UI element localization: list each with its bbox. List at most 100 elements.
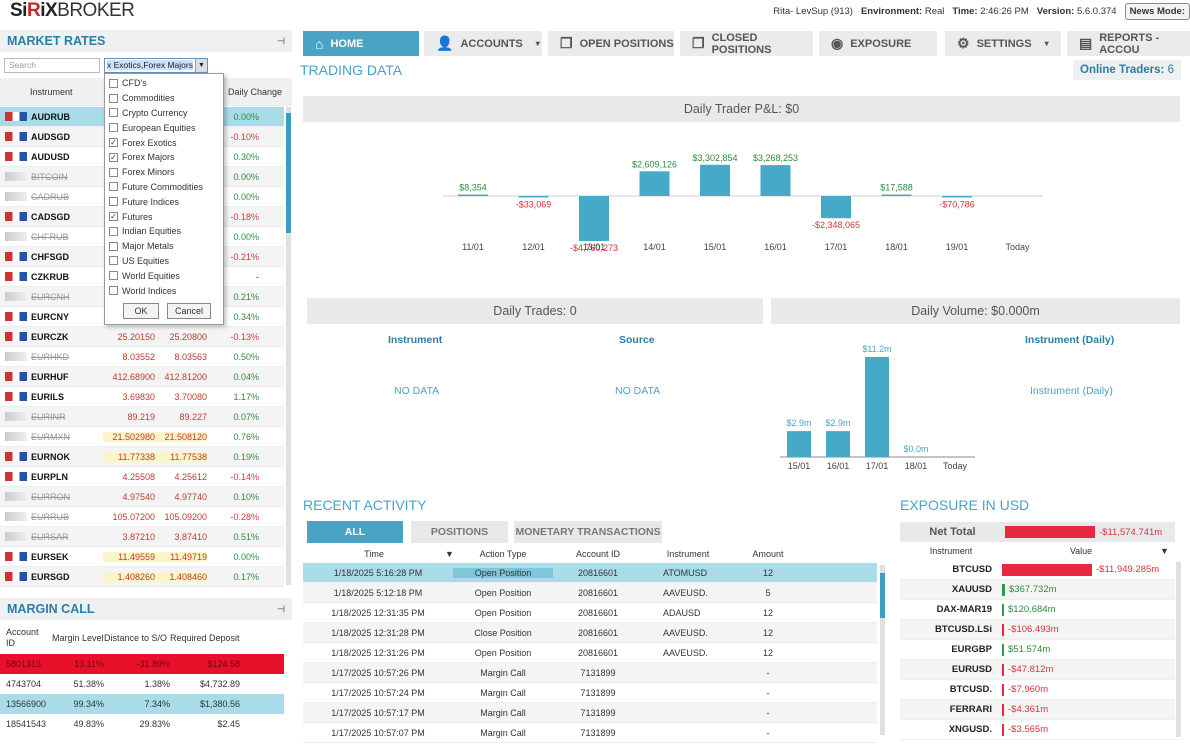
volume-bar[interactable]	[826, 431, 850, 457]
col-instrument[interactable]: Instrument	[30, 87, 73, 97]
market-row[interactable]: EURRON 4.97540 4.97740 0.10%	[0, 487, 284, 507]
ask-value[interactable]: 105.09200	[164, 511, 207, 522]
ask-value[interactable]: 11.49719	[155, 551, 207, 562]
chevron-down-icon[interactable]: ▼	[1160, 546, 1169, 556]
margin-call-row[interactable]: 13566900 99.34% 7.34% $1,380.56	[0, 694, 284, 714]
volume-bar[interactable]	[865, 357, 889, 457]
activity-row[interactable]: 1/18/2025 5:12:18 PM Open Position 2081660…	[303, 583, 877, 603]
market-row[interactable]: EURILS 3.69830 3.70080 1.17%	[0, 387, 284, 407]
dropdown-option[interactable]: Major Metals	[105, 239, 223, 254]
checkbox[interactable]	[109, 256, 118, 266]
margin-call-row[interactable]: 4743704 51.38% 1.38% $4,732.89	[0, 674, 284, 694]
bid-value[interactable]: 8.03552	[122, 351, 155, 362]
exposure-row[interactable]: XNGUSD. -$3.565m	[900, 720, 1175, 740]
pnl-bar[interactable]	[579, 196, 609, 241]
tab-all[interactable]: ALL	[307, 521, 403, 543]
bid-value[interactable]: 4.25508	[122, 471, 155, 482]
checkbox[interactable]	[109, 123, 118, 133]
activity-row[interactable]: 1/18/2025 5:16:28 PM Open Position 2081660…	[303, 563, 877, 583]
ask-value[interactable]: 3.70080	[174, 391, 207, 402]
market-row[interactable]: EURRUB 105.07200 105.09200 -0.28%	[0, 507, 284, 527]
tab-exposure[interactable]: ◉ EXPOSURE	[819, 31, 937, 56]
pnl-bar[interactable]	[760, 165, 791, 196]
chevron-down-icon[interactable]: ▾	[535, 39, 540, 48]
checkbox[interactable]: ✓	[109, 138, 118, 148]
activity-row[interactable]: 1/17/2025 10:57:24 PM Margin Call 7131899-	[303, 683, 877, 703]
pnl-bar[interactable]	[458, 194, 488, 197]
ask-value[interactable]: 21.508120	[155, 431, 207, 442]
exposure-row[interactable]: FERRARI -$4.361m	[900, 700, 1175, 720]
market-scrollbar[interactable]	[286, 107, 291, 585]
sort-down-icon[interactable]: ▼	[445, 548, 454, 559]
dropdown-option[interactable]: Future Indices	[105, 194, 223, 209]
dropdown-option[interactable]: ✓ Forex Majors	[109, 152, 175, 163]
dropdown-option[interactable]: Crypto Currency	[105, 106, 223, 121]
activity-row[interactable]: 1/17/2025 10:57:17 PM Margin Call 7131899-	[303, 703, 877, 723]
bid-value[interactable]: 89.219	[127, 411, 155, 422]
pnl-bar[interactable]	[881, 194, 912, 197]
tab-settings[interactable]: ⚙ SETTINGS ▾	[945, 31, 1061, 56]
exposure-row[interactable]: EURUSD -$47.812m	[900, 660, 1175, 680]
bid-value[interactable]: 4.97540	[122, 491, 155, 502]
tab-monetary-transactions[interactable]: MONETARY TRANSACTIONS	[514, 521, 662, 543]
dropdown-option[interactable]: World Equities	[105, 268, 223, 283]
pnl-bar[interactable]	[518, 196, 549, 198]
exposure-row[interactable]: DAX-MAR19 $120.684m	[900, 600, 1175, 620]
dropdown-option[interactable]: Forex Minors	[105, 165, 223, 180]
activity-row[interactable]: 1/18/2025 12:31:35 PM Open Position 208166…	[303, 603, 877, 623]
bid-value[interactable]: 11.49559	[103, 551, 155, 562]
ask-value[interactable]: 4.97740	[174, 491, 207, 502]
pnl-bar[interactable]	[700, 164, 730, 196]
exposure-row[interactable]: BTCUSD -$11,949.285m	[900, 560, 1175, 580]
chevron-down-icon[interactable]: ▾	[1044, 39, 1049, 48]
margin-call-row[interactable]: 5801313 13.11% -31.89% $124.58	[0, 654, 284, 674]
market-row[interactable]: EURSEK 11.49559 11.49719 0.00%	[0, 547, 284, 567]
checkbox[interactable]	[109, 286, 118, 296]
bid-value[interactable]: 21.502980	[103, 431, 155, 442]
margin-call-row[interactable]: 18541543 49.83% 29.83% $2.45	[0, 714, 284, 734]
market-row[interactable]: EURINR 89.219 89.227 0.07%	[0, 407, 284, 427]
market-row[interactable]: EURCZK 25.20150 25.20800 -0.13%	[0, 327, 284, 347]
dropdown-option[interactable]: Future Commodities	[105, 180, 223, 195]
market-row[interactable]: EURSAR 3.87210 3.87410 0.51%	[0, 527, 284, 547]
market-row[interactable]: EURPLN 4.25508 4.25612 -0.14%	[0, 467, 284, 487]
activity-row[interactable]: 1/18/2025 12:31:28 PM Close Position 20816…	[303, 623, 877, 643]
checkbox[interactable]	[109, 78, 118, 88]
dropdown-option[interactable]: European Equities	[105, 120, 223, 135]
ask-value[interactable]: 11.77538	[155, 451, 207, 462]
pin-icon[interactable]: ⊣	[277, 603, 285, 614]
tab-positions[interactable]: POSITIONS	[411, 521, 508, 543]
tab-closed-positions[interactable]: ❐ CLOSED POSITIONS	[680, 31, 813, 56]
tab-reports-accou[interactable]: ▤ REPORTS - ACCOU	[1067, 31, 1190, 56]
ask-value[interactable]: 8.03563	[174, 351, 207, 362]
tab-open-positions[interactable]: ❐ OPEN POSITIONS	[548, 31, 674, 56]
col-daily-change[interactable]: Daily Change	[228, 86, 283, 97]
checkbox[interactable]	[109, 271, 118, 281]
pnl-bar[interactable]	[639, 171, 670, 196]
market-row[interactable]: EURSGD 1.408260 1.408460 0.17%	[0, 567, 284, 587]
checkbox[interactable]	[109, 182, 118, 192]
exposure-row[interactable]: BTCUSD.LSi -$106.493m	[900, 620, 1175, 640]
bid-value[interactable]: 3.69830	[122, 391, 155, 402]
checkbox[interactable]	[109, 241, 118, 251]
exposure-row[interactable]: XAUUSD $367.732m	[900, 580, 1175, 600]
checkbox[interactable]	[109, 93, 118, 103]
exposure-row[interactable]: EURGBP $51.574m	[900, 640, 1175, 660]
volume-bar[interactable]	[787, 431, 811, 457]
tab-accounts[interactable]: 👤 ACCOUNTS ▾	[424, 31, 542, 56]
checkbox[interactable]	[109, 226, 118, 236]
bid-value[interactable]: 25.20150	[117, 331, 155, 342]
bid-value[interactable]: 105.07200	[112, 511, 155, 522]
search-input[interactable]: Search	[4, 58, 100, 73]
instrument-group-select[interactable]: x Exotics,Forex Majors ▼	[104, 58, 208, 73]
dropdown-option[interactable]: ✓ Futures	[109, 211, 153, 222]
ask-value[interactable]: 89.227	[179, 411, 207, 422]
news-mode-button[interactable]: News Mode:	[1124, 2, 1190, 20]
checkbox[interactable]	[109, 197, 118, 207]
dropdown-option[interactable]: Indian Equities	[105, 224, 223, 239]
activity-scrollbar[interactable]	[880, 565, 885, 735]
market-row[interactable]: EURHKD 8.03552 8.03563 0.50%	[0, 347, 284, 367]
exposure-row[interactable]: BTCUSD. -$7.960m	[900, 680, 1175, 700]
dropdown-option[interactable]: ✓ Forex Exotics	[109, 137, 177, 148]
pin-icon[interactable]: ⊣	[277, 35, 285, 46]
